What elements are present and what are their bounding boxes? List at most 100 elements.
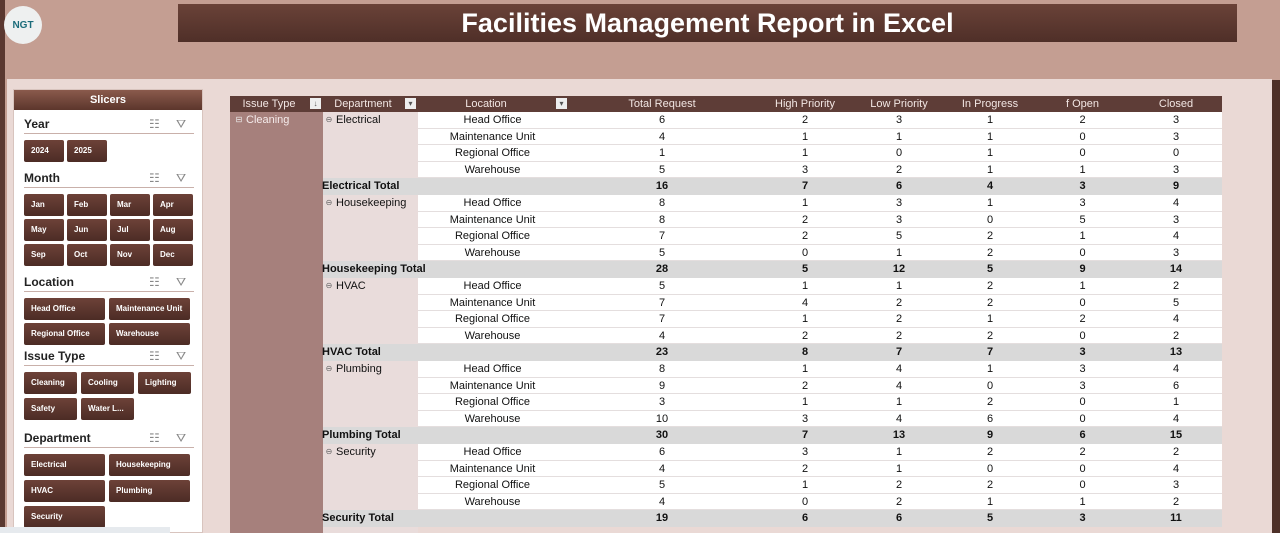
value-cell: 4 (895, 363, 903, 375)
table-row (418, 327, 1222, 345)
department-name[interactable]: Electrical (336, 114, 381, 126)
slicer-button[interactable]: Oct (67, 244, 107, 266)
slicer-button[interactable]: Cooling (81, 372, 134, 394)
department-name[interactable]: Plumbing (336, 363, 382, 375)
slicer-button[interactable]: 2025 (67, 140, 107, 162)
total-row (323, 344, 1222, 361)
issue-type-cleaning[interactable]: Cleaning (246, 114, 290, 126)
total-label: Electrical Total (322, 180, 400, 193)
clear-filter-icon[interactable]: ⛛ (176, 349, 187, 363)
value-cell: 2 (986, 230, 994, 243)
clear-filter-icon[interactable]: ⛛ (176, 431, 187, 445)
department-name[interactable]: Security (336, 446, 376, 458)
column-header[interactable]: Location (465, 98, 507, 110)
column-header[interactable]: Issue Type (242, 98, 296, 110)
slicer-button[interactable]: Electrical (24, 454, 105, 476)
table-row (418, 294, 1222, 312)
value-cell: 3 (1079, 197, 1086, 209)
slicer-button[interactable]: Jan (24, 194, 64, 216)
right-edge (1272, 80, 1280, 533)
slicer-title-text: Year (24, 117, 50, 131)
column-header[interactable]: High Priority (775, 98, 835, 110)
clear-filter-icon[interactable]: ⛛ (176, 275, 187, 289)
slicer-button[interactable]: Plumbing (109, 480, 190, 502)
value-cell: 2 (1079, 114, 1086, 126)
clear-filter-icon[interactable]: ⛛ (176, 117, 187, 131)
slicer-button[interactable]: Safety (24, 398, 77, 420)
collapse-icon[interactable]: ⊟ (235, 115, 243, 124)
value-cell: 1 (1172, 396, 1180, 409)
slicer-button[interactable]: Maintenance Unit (109, 298, 190, 320)
column-header[interactable]: Low Priority (870, 98, 928, 110)
location-cell: Head Office (463, 114, 522, 126)
department-name[interactable]: Housekeeping (336, 197, 407, 209)
slicer-button[interactable]: Sep (24, 244, 64, 266)
value-cell: 0 (1079, 329, 1086, 342)
slicer-button[interactable]: Aug (153, 219, 193, 241)
value-cell: 2 (1172, 495, 1180, 508)
collapse-icon[interactable]: ⊖ (325, 115, 333, 124)
value-cell: 1 (986, 130, 994, 143)
slicer-button[interactable]: 2024 (24, 140, 64, 162)
slicer-button[interactable]: Security (24, 506, 105, 528)
multi-select-icon[interactable]: ☷ (149, 349, 160, 363)
slicer-button[interactable]: Dec (153, 244, 193, 266)
dropdown-icon[interactable]: ▾ (556, 98, 567, 109)
slicer-button[interactable]: Regional Office (24, 323, 105, 345)
value-cell: 0 (986, 213, 994, 226)
slicer-title: Year ☷ ⛛ (24, 114, 194, 134)
slicer-button[interactable]: Mar (110, 194, 150, 216)
location-cell: Warehouse (464, 246, 521, 259)
slicer-button[interactable]: Head Office (24, 298, 105, 320)
slicer-button[interactable]: Water L... (81, 398, 134, 420)
slicer-button[interactable]: Cleaning (24, 372, 77, 394)
slicer-title-text: Location (24, 275, 74, 289)
slicer-button[interactable]: Jul (110, 219, 150, 241)
column-header[interactable]: In Progress (961, 98, 1019, 110)
multi-select-icon[interactable]: ☷ (149, 171, 160, 185)
column-header[interactable]: Total Request (628, 98, 696, 110)
horizontal-scrollbar[interactable] (0, 527, 170, 533)
value-cell: 8 (658, 213, 666, 226)
dropdown-icon[interactable]: ▾ (405, 98, 416, 109)
collapse-icon[interactable]: ⊖ (325, 447, 333, 456)
slicer-button[interactable]: HVAC (24, 480, 105, 502)
slicer-location: Location ☷ ⛛ Head Office Maintenance Unit Reg… (24, 272, 194, 345)
slicer-button[interactable]: Lighting (138, 372, 191, 394)
collapse-icon[interactable]: ⊖ (325, 281, 333, 290)
value-cell: 1 (1079, 495, 1086, 508)
collapse-icon[interactable]: ⊖ (325, 364, 333, 373)
value-cell: 0 (1079, 296, 1086, 309)
location-cell: Maintenance Unit (449, 296, 536, 309)
slicer-button[interactable]: Feb (67, 194, 107, 216)
multi-select-icon[interactable]: ☷ (149, 117, 160, 131)
column-header[interactable]: f Open (1065, 98, 1100, 110)
column-header[interactable]: Department (334, 98, 392, 110)
value-cell: 9 (658, 379, 666, 392)
slicer-button[interactable]: May (24, 219, 64, 241)
multi-select-icon[interactable]: ☷ (149, 431, 160, 445)
collapse-icon[interactable]: ⊖ (325, 198, 333, 207)
value-cell: 6 (658, 114, 666, 126)
sort-icon[interactable]: ↓ (310, 98, 321, 109)
total-value: 13 (1169, 346, 1183, 359)
value-cell: 2 (986, 280, 994, 292)
clear-filter-icon[interactable]: ⛛ (176, 171, 187, 185)
value-cell: 5 (658, 280, 666, 292)
multi-select-icon[interactable]: ☷ (149, 275, 160, 289)
slicer-button[interactable]: Warehouse (109, 323, 190, 345)
total-value: 23 (655, 346, 669, 359)
department-column (323, 112, 418, 533)
slicer-button[interactable]: Housekeeping (109, 454, 190, 476)
value-cell: 2 (1079, 446, 1086, 458)
slicer-button[interactable]: Apr (153, 194, 193, 216)
department-name[interactable]: HVAC (336, 280, 366, 292)
slicer-button[interactable]: Nov (110, 244, 150, 266)
table-row (418, 244, 1222, 262)
slicer-button[interactable]: Jun (67, 219, 107, 241)
column-header[interactable]: Closed (1158, 98, 1194, 110)
value-cell: 1 (801, 197, 809, 209)
total-value: 4 (986, 180, 994, 193)
total-value: 7 (986, 346, 994, 359)
value-cell: 3 (801, 163, 809, 176)
